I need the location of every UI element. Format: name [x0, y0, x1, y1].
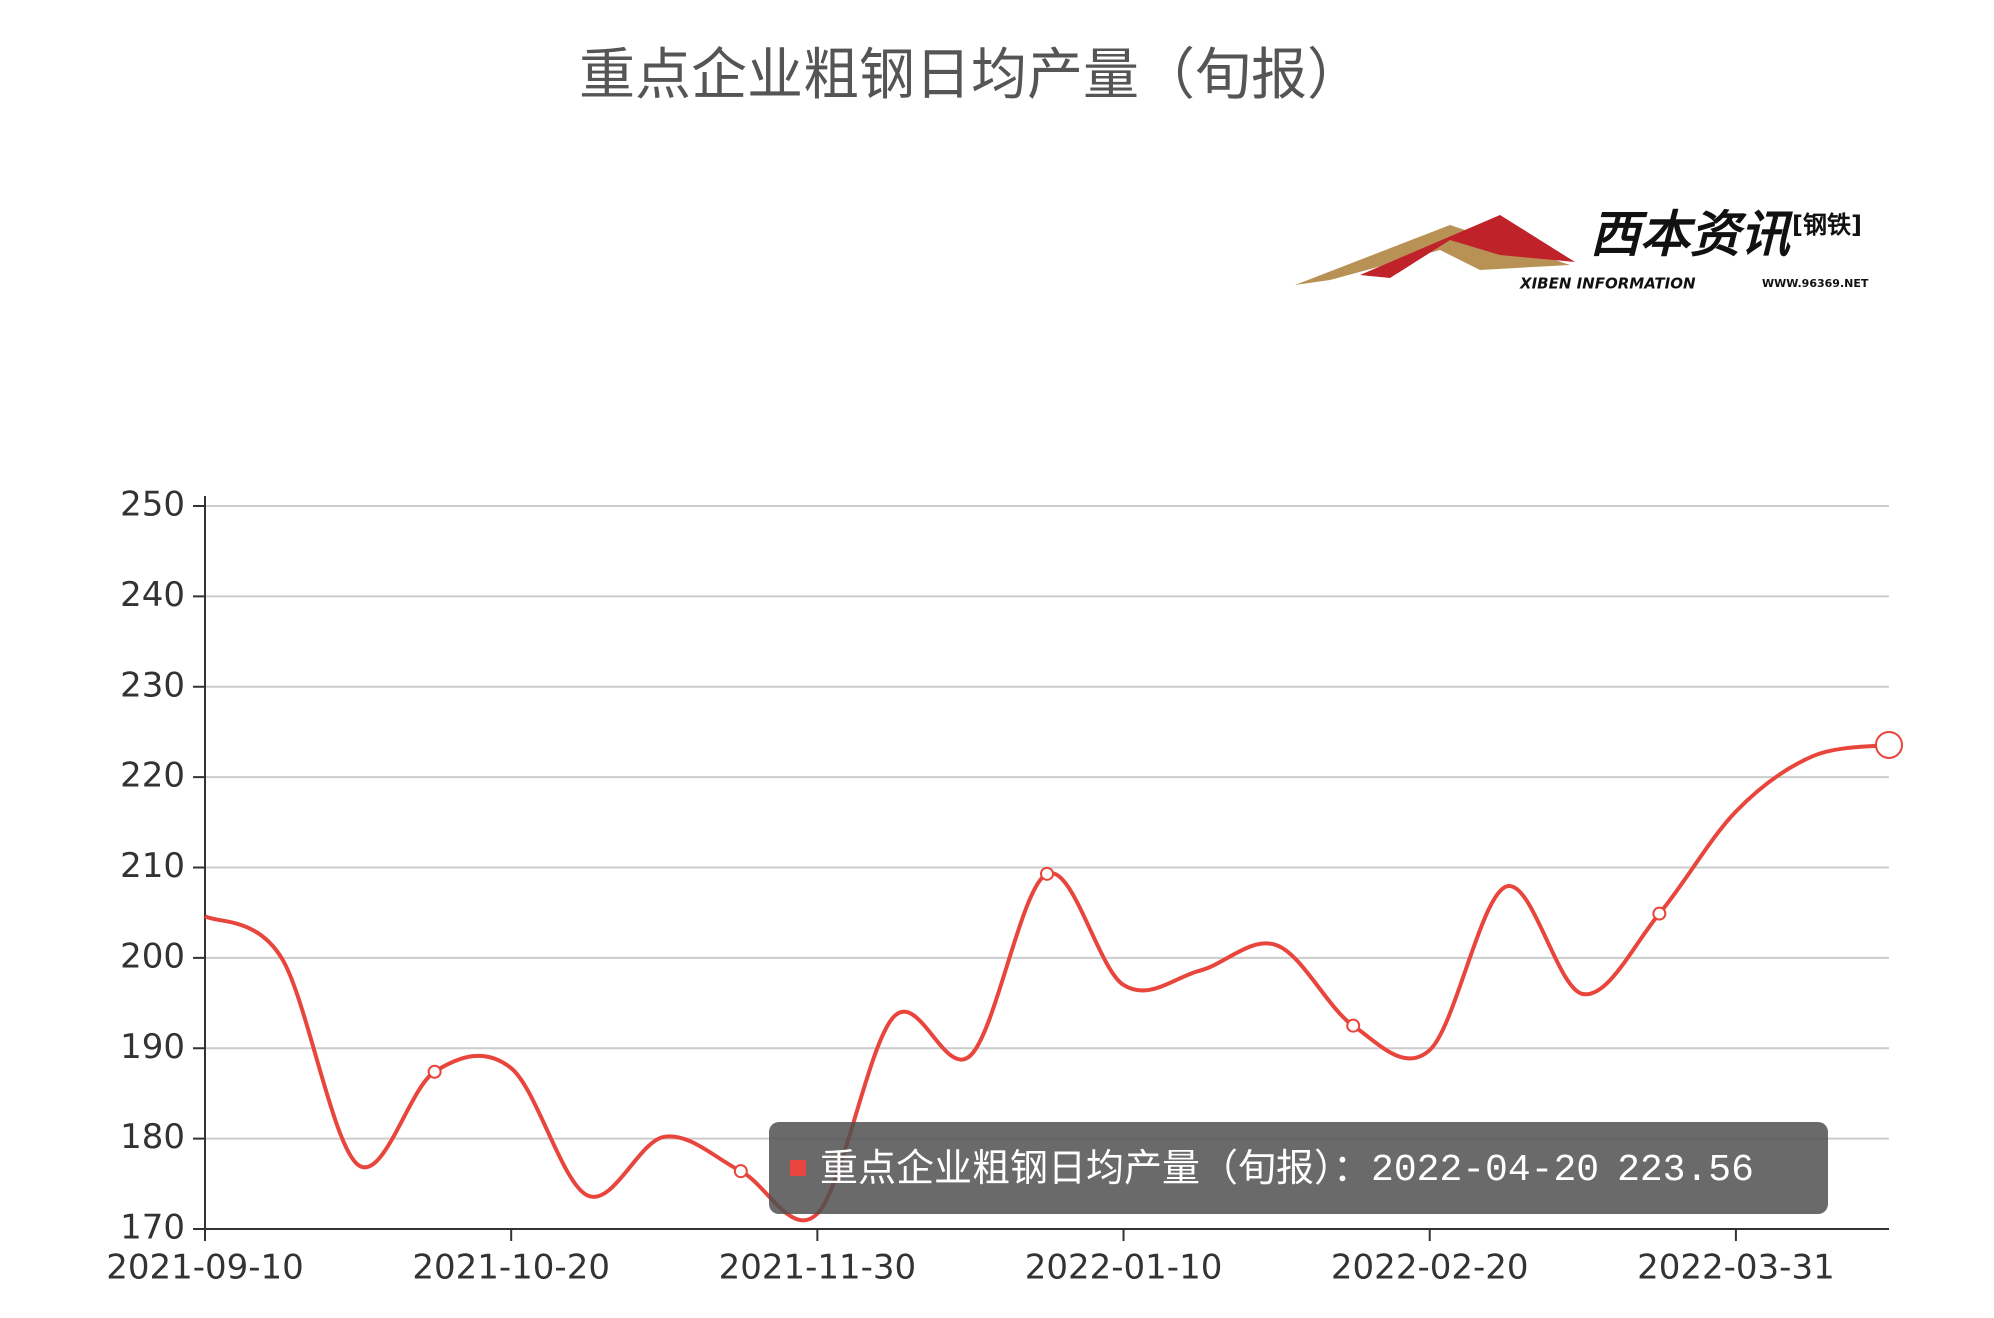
point — [1652, 906, 1667, 921]
y-tick-label: 250 — [120, 485, 185, 525]
logo-shape — [1295, 225, 1570, 285]
x-tick-label: 2021-11-30 — [719, 1248, 917, 1288]
logo-name: 西本资讯 — [1590, 206, 1793, 264]
tooltip-date: 2022-04-20 — [1371, 1149, 1599, 1192]
point — [1040, 866, 1054, 881]
x-tick-label: 2021-10-20 — [412, 1248, 610, 1288]
y-tick-label: 230 — [120, 665, 185, 705]
logo: 西本资讯 [钢铁] XIBEN INFORMATION WWW.96369.NE… — [1295, 206, 1869, 293]
point — [733, 1164, 748, 1179]
tooltip-box — [769, 1122, 1828, 1214]
tooltip-separator: ： — [1333, 1146, 1371, 1190]
y-tick-label: 180 — [120, 1117, 185, 1157]
y-tick-label: 170 — [120, 1208, 185, 1248]
point — [1875, 730, 1903, 759]
logo-english: XIBEN INFORMATION — [1519, 275, 1696, 293]
y-tick-label: 210 — [120, 846, 185, 886]
y-tick-label: 200 — [120, 936, 185, 976]
tooltip-text: 重点企业粗钢日均产量（旬报）：2022-04-20 223.56 — [820, 1146, 1754, 1193]
x-tick-label: 2021-09-10 — [106, 1248, 304, 1288]
x-tick-label: 2022-01-10 — [1025, 1248, 1223, 1288]
point — [1346, 1018, 1361, 1033]
y-tick-label: 190 — [120, 1027, 185, 1067]
logo-url: WWW.96369.NET — [1762, 277, 1869, 290]
x-tick-label: 2022-02-20 — [1331, 1248, 1529, 1288]
logo-tag: [钢铁] — [1792, 211, 1862, 239]
point — [427, 1064, 442, 1079]
tooltip-marker — [790, 1160, 806, 1176]
y-tick-label: 220 — [120, 756, 185, 796]
logo-shape — [1360, 215, 1575, 278]
line — [204, 742, 1890, 1223]
x-tick-label: 2022-03-31 — [1637, 1248, 1835, 1288]
y-tick-label: 240 — [120, 575, 185, 615]
chart-title: 重点企业粗钢日均产量（旬报） — [579, 43, 1363, 108]
tooltip-value: 223.56 — [1617, 1149, 1754, 1192]
tooltip: 重点企业粗钢日均产量（旬报）：2022-04-20 223.56 — [769, 1122, 1828, 1214]
tooltip-series: 重点企业粗钢日均产量（旬报） — [820, 1146, 1333, 1190]
